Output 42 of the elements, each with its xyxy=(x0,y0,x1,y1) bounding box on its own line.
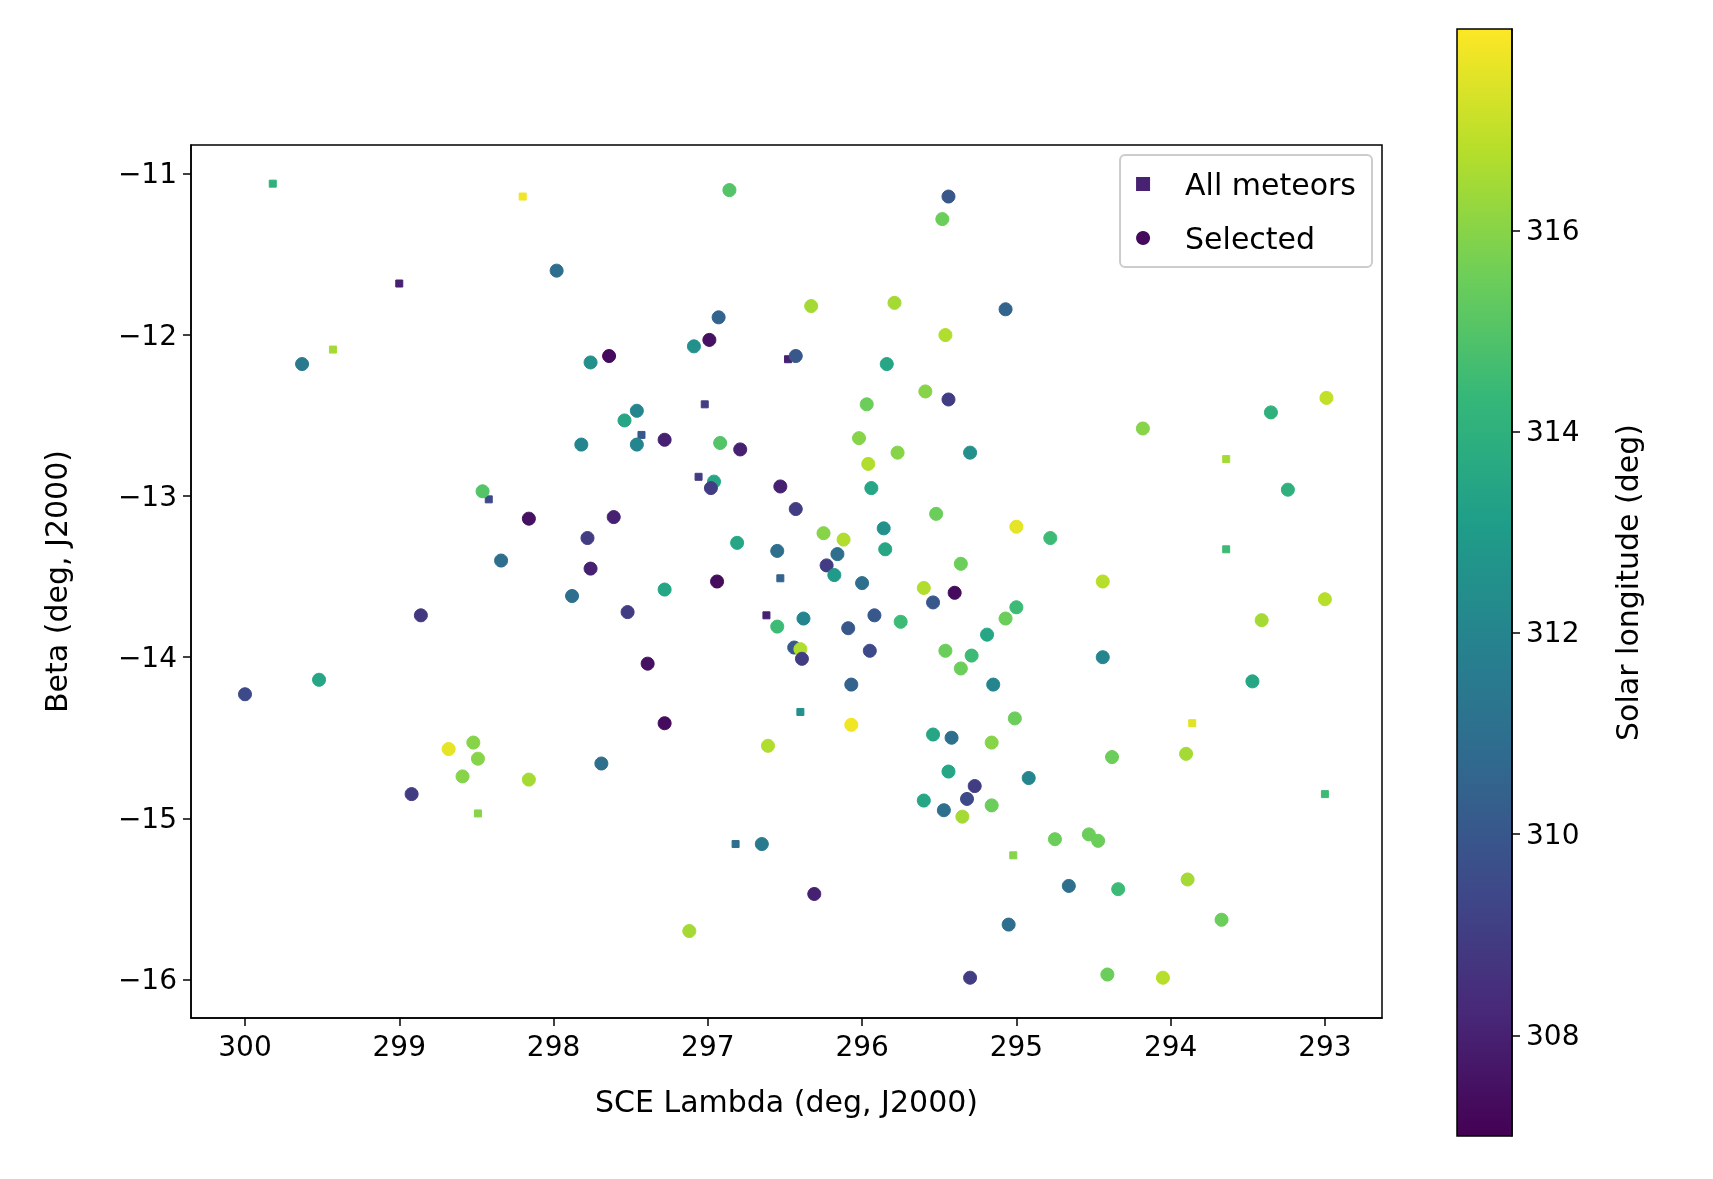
point xyxy=(1222,545,1231,554)
point xyxy=(395,279,404,288)
color-bar-title: Solar longitude (deg) xyxy=(1609,424,1645,741)
point xyxy=(700,400,709,409)
x-tick-label: 296 xyxy=(835,1029,889,1063)
color-bar-label: 308 xyxy=(1526,1018,1580,1052)
x-tick-label: 298 xyxy=(526,1029,581,1063)
x-tick-label: 294 xyxy=(1143,1029,1198,1063)
point xyxy=(1009,851,1018,860)
color-bar-label: 312 xyxy=(1526,616,1580,650)
point xyxy=(268,179,277,188)
color-bar-label: 314 xyxy=(1526,415,1580,449)
x-axis-title: SCE Lambda (deg, J2000) xyxy=(594,1083,979,1119)
y-tick-label: −13 xyxy=(117,479,177,513)
point xyxy=(776,574,785,583)
x-tick-label: 293 xyxy=(1298,1029,1352,1063)
x-tick-label: 297 xyxy=(681,1029,735,1063)
y-tick-label: −14 xyxy=(117,640,177,674)
point xyxy=(473,809,482,818)
point xyxy=(1222,455,1231,464)
y-tick-label: −12 xyxy=(117,318,177,352)
y-axis-title: Beta (deg, J2000) xyxy=(38,450,74,713)
x-tick-label: 299 xyxy=(372,1029,426,1063)
legend-label: All meteors xyxy=(1185,166,1357,202)
x-tick-label: 300 xyxy=(218,1029,272,1063)
y-tick-label: −11 xyxy=(117,157,177,191)
point xyxy=(518,192,527,201)
point xyxy=(484,495,493,504)
point xyxy=(637,430,646,439)
color-bar-label: 316 xyxy=(1526,213,1580,247)
legend-label: Selected xyxy=(1185,220,1316,256)
y-tick-label: −15 xyxy=(117,801,177,835)
y-tick-label: −16 xyxy=(117,962,177,996)
point xyxy=(328,345,337,354)
x-tick-label: 295 xyxy=(989,1029,1044,1063)
point xyxy=(1320,790,1329,799)
point xyxy=(762,611,771,620)
point xyxy=(1188,719,1197,728)
point xyxy=(694,472,703,481)
color-bar-label: 310 xyxy=(1526,817,1580,851)
point xyxy=(796,707,805,716)
point xyxy=(731,840,740,849)
